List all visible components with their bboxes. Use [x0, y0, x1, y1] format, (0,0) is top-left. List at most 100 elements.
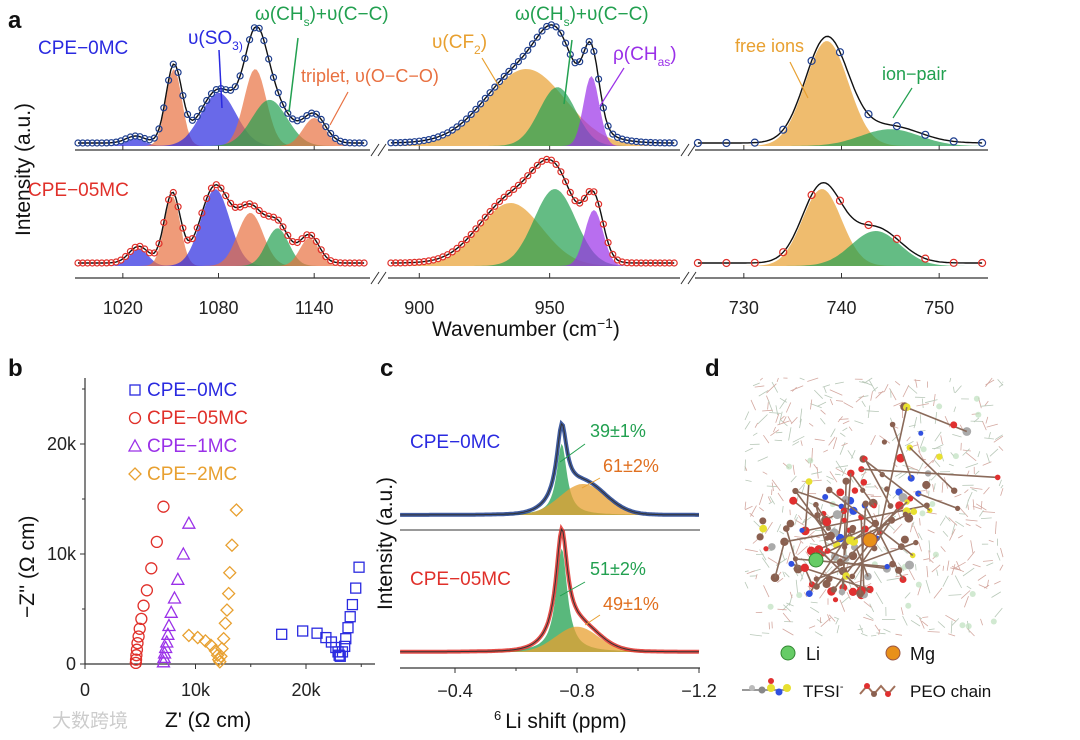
legend-marker [127, 438, 143, 452]
peo-background-bond [962, 567, 975, 577]
peo-background-bond [982, 511, 996, 513]
fit-component-peak [390, 210, 675, 266]
peo-background-bond [971, 488, 978, 492]
peo-background-bond [948, 517, 958, 526]
data-point [637, 259, 645, 267]
data-point [174, 68, 182, 77]
cluster-atom [850, 528, 856, 534]
peo-background-bond [794, 513, 797, 520]
peo-background-bond [785, 402, 792, 413]
data-point [642, 259, 650, 267]
data-point [289, 238, 297, 246]
data-point [322, 123, 330, 131]
data-point [571, 59, 579, 67]
data-point [360, 139, 368, 147]
peo-background-bond [942, 530, 949, 537]
peo-background-bond [777, 608, 787, 611]
data-point [293, 238, 301, 247]
peo-background-bond [878, 391, 885, 394]
peo-background-bond [953, 386, 955, 393]
peo-background-bond [777, 492, 784, 502]
data-point [331, 258, 340, 266]
data-point [250, 24, 258, 32]
peo-background-bond [986, 562, 994, 567]
fit-component-peak [77, 189, 365, 266]
peo-background-bond [874, 484, 879, 490]
peo-background-bond [915, 564, 917, 571]
data-point [392, 259, 400, 267]
data-point [184, 110, 192, 119]
peo-background-bond [809, 606, 820, 613]
peo-background-bond [839, 418, 849, 420]
pct-leader [584, 614, 601, 626]
fit-envelope-line [697, 35, 983, 144]
tick-label: 730 [729, 298, 759, 318]
data-point [165, 76, 173, 84]
peo-background-bond [994, 580, 1001, 585]
axis-break [680, 143, 697, 157]
data-point [274, 89, 282, 97]
peo-background-bond [932, 454, 938, 463]
peo-background-bond [934, 460, 941, 468]
peo-background-bond [902, 615, 908, 626]
peo-background-bond [788, 427, 792, 441]
data-point [892, 121, 902, 131]
peo-background-bond [834, 473, 841, 476]
data-point [661, 139, 669, 147]
peo-background-bond [893, 401, 904, 407]
data-point [892, 234, 902, 243]
peo-background-bond [966, 628, 975, 637]
peo-background-bond [910, 522, 913, 533]
data-point [213, 649, 228, 664]
peo-background-bond [988, 431, 991, 439]
data-point [317, 246, 325, 254]
cluster-bond [864, 504, 904, 580]
data-point [215, 641, 229, 656]
data-point [303, 231, 311, 239]
data-point [561, 178, 570, 186]
data-point [150, 249, 158, 257]
data-point [396, 259, 404, 267]
data-point [198, 209, 206, 217]
cluster-bond [918, 492, 958, 510]
panel-a-annotations: υ(SO3) ω(CHs)+υ(C−C) triplet, υ(O−C−O) υ… [188, 4, 947, 126]
background-li-atom [905, 602, 912, 609]
peo-background-bond [801, 518, 806, 525]
data-point [93, 139, 101, 147]
data-point [401, 259, 409, 267]
peo-background-bond [937, 621, 946, 628]
data-point [241, 54, 249, 63]
peo-background-bond [996, 552, 1001, 561]
y-tick-label: 10k [47, 544, 77, 564]
tick-label: 950 [535, 298, 565, 318]
cluster-atom [826, 531, 835, 541]
peo-background-bond [924, 460, 934, 469]
data-point [312, 110, 320, 118]
data-point [340, 633, 352, 645]
data-point [387, 139, 395, 147]
peo-background-bond [988, 539, 994, 543]
cluster-bond [785, 528, 799, 570]
panel-d-md-snapshot [744, 377, 1004, 637]
peo-background-bond [867, 494, 875, 496]
data-point [265, 212, 273, 220]
data-point [505, 67, 513, 76]
peo-background-bond [912, 521, 915, 528]
data-point [458, 119, 466, 127]
data-point [949, 137, 958, 146]
data-point [561, 39, 570, 47]
background-li-atom [767, 603, 774, 610]
x-tick-label: 0 [80, 680, 90, 700]
annot-wag-2: ω(CHs)+υ(C−C) [515, 4, 649, 29]
peo-background-bond [891, 433, 901, 442]
peo-background-bond [973, 417, 980, 423]
peo-background-bond [816, 618, 823, 624]
peo-background-bond [746, 570, 756, 575]
data-point [217, 184, 225, 192]
data-point [141, 245, 149, 253]
peo-background-bond [941, 482, 944, 493]
peo-background-bond [928, 628, 935, 631]
fit-component-peak [697, 231, 983, 266]
peo-background-bond [783, 604, 792, 612]
data-point [260, 36, 268, 45]
